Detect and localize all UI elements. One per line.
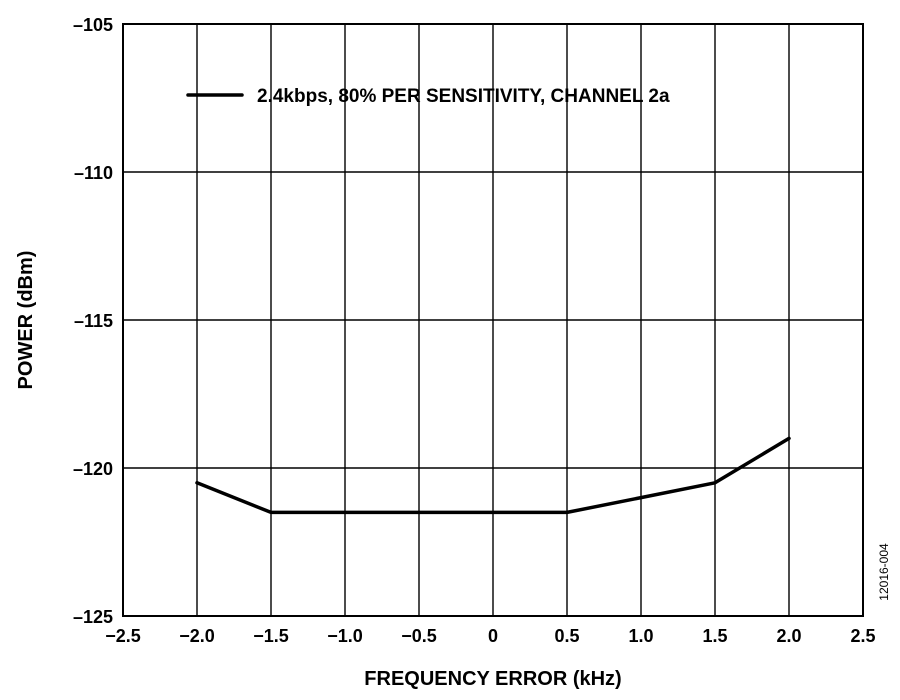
x-tick-label: 0.5	[554, 626, 579, 646]
x-tick-label: 1.5	[702, 626, 727, 646]
x-tick-labels: −2.5 −2.0 −1.5 −1.0 −0.5 0 0.5 1.0 1.5 2.0 2.5	[105, 626, 875, 646]
x-tick-label: −2.0	[179, 626, 215, 646]
y-tick-label: –110	[74, 163, 113, 183]
x-tick-label: −1.0	[327, 626, 363, 646]
x-tick-label: −1.5	[253, 626, 289, 646]
series-line	[195, 436, 791, 515]
x-tick-label: 1.0	[628, 626, 653, 646]
x-tick-label: 2.0	[776, 626, 801, 646]
legend-label: 2.4kbps, 80% PER SENSITIVITY, CHANNEL 2a	[257, 86, 670, 107]
figure-id: 12016-004	[877, 543, 891, 601]
y-tick-label: –115	[74, 311, 113, 331]
y-axis-title: POWER (dBm)	[15, 251, 37, 390]
y-tick-label: –105	[73, 15, 113, 35]
series-layer	[195, 436, 791, 515]
x-tick-label: −2.5	[105, 626, 141, 646]
x-tick-label: −0.5	[401, 626, 437, 646]
x-tick-label: 2.5	[850, 626, 875, 646]
y-tick-label: –120	[73, 459, 113, 479]
y-tick-label: –125	[73, 607, 113, 627]
legend: 2.4kbps, 80% PER SENSITIVITY, CHANNEL 2a	[186, 86, 670, 107]
x-axis-title: FREQUENCY ERROR (kHz)	[364, 668, 621, 690]
plot-frame	[122, 23, 864, 617]
y-tick-labels: –105 –110 –115 –120 –125	[73, 15, 113, 627]
x-tick-label: 0	[488, 626, 498, 646]
